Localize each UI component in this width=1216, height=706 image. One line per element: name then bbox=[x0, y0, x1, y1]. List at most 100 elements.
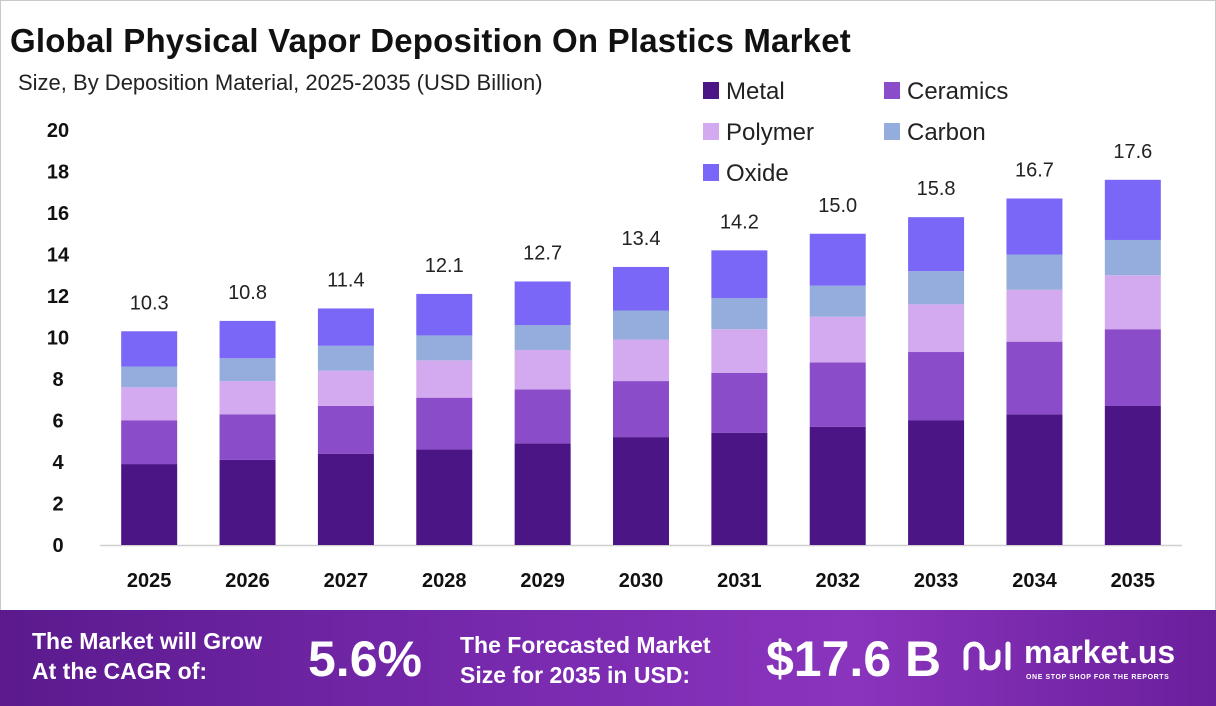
bar-segment-oxide bbox=[1006, 198, 1063, 255]
bar-segment-polymer bbox=[711, 329, 768, 373]
bar-total-label: 16.7 bbox=[1015, 159, 1054, 181]
stacked-bar-chart: 0 2 4 6 8 10 12 14 16 18 20 10.3 2025 10.8 2026 11.4 202… bbox=[47, 78, 1182, 592]
bar-total-label: 12.1 bbox=[425, 255, 464, 277]
bar-segment-oxide bbox=[317, 308, 374, 346]
bar-segment-ceramics bbox=[1006, 341, 1063, 415]
cagr-label-line-2: At the CAGR of: bbox=[32, 658, 208, 684]
x-tick-label: 2030 bbox=[619, 570, 664, 592]
cagr-label: The Market will Grow At the CAGR of: bbox=[32, 626, 262, 686]
cagr-label-line-1: The Market will Grow bbox=[32, 628, 263, 654]
bar-segment-polymer bbox=[514, 349, 571, 390]
legend-label-oxide: Oxide bbox=[726, 160, 789, 187]
legend-label-ceramics: Ceramics bbox=[907, 78, 1008, 105]
x-tick-label: 2029 bbox=[520, 570, 565, 592]
bar-segment-polymer bbox=[908, 304, 965, 353]
legend-swatch-polymer bbox=[703, 123, 719, 140]
bar-total-label: 15.0 bbox=[818, 195, 857, 217]
y-tick-label: 14 bbox=[47, 245, 70, 267]
bar-segment-carbon bbox=[219, 358, 276, 382]
x-tick-label: 2027 bbox=[324, 570, 369, 592]
bar-segment-polymer bbox=[219, 381, 276, 415]
summary-footer: The Market will Grow At the CAGR of: 5.6… bbox=[0, 610, 1216, 706]
bar-segment-oxide bbox=[416, 293, 473, 336]
bar-segment-polymer bbox=[613, 339, 669, 382]
bar-total-label: 13.4 bbox=[622, 228, 661, 250]
bar-segment-metal bbox=[121, 464, 178, 545]
bar-segment-oxide bbox=[1104, 179, 1161, 240]
bar-segment-oxide bbox=[121, 331, 178, 367]
legend-label-polymer: Polymer bbox=[726, 119, 814, 146]
x-tick-label: 2025 bbox=[127, 570, 172, 592]
bar-segment-metal bbox=[1006, 414, 1063, 545]
y-tick-label: 10 bbox=[47, 328, 69, 350]
bar-total-label: 10.3 bbox=[130, 292, 169, 314]
bar-total-label: 17.6 bbox=[1113, 141, 1152, 163]
bar-segment-metal bbox=[908, 420, 965, 545]
bar-total-label: 14.2 bbox=[720, 211, 759, 233]
y-tick-label: 8 bbox=[52, 369, 63, 391]
market-size-label-line-2: Size for 2035 in USD: bbox=[460, 662, 691, 688]
bar-segment-carbon bbox=[416, 335, 473, 361]
y-tick-label: 18 bbox=[47, 162, 69, 184]
bar-segment-metal bbox=[416, 449, 473, 545]
bar-total-label: 12.7 bbox=[523, 242, 562, 264]
bar-segment-oxide bbox=[514, 281, 571, 326]
y-tick-label: 16 bbox=[47, 203, 69, 225]
bar-segment-ceramics bbox=[416, 397, 473, 450]
bar-segment-ceramics bbox=[711, 372, 768, 433]
brand-logo-icon bbox=[963, 641, 1011, 671]
x-tick-label: 2028 bbox=[422, 570, 467, 592]
brand-tagline: ONE STOP SHOP FOR THE REPORTS bbox=[1026, 674, 1170, 681]
y-tick-label: 4 bbox=[52, 452, 64, 474]
bar-segment-carbon bbox=[317, 345, 374, 371]
y-tick-label: 20 bbox=[47, 120, 69, 142]
x-tick-label: 2035 bbox=[1111, 570, 1156, 592]
bar-segment-metal bbox=[514, 443, 571, 545]
bar-segment-oxide bbox=[613, 266, 669, 311]
legend-swatch-metal bbox=[703, 82, 719, 99]
bar-segment-carbon bbox=[613, 310, 669, 340]
y-tick-label: 0 bbox=[52, 535, 63, 557]
legend-label-metal: Metal bbox=[726, 78, 785, 105]
market-size-label: The Forecasted Market Size for 2035 in U… bbox=[460, 630, 711, 690]
bar-segment-polymer bbox=[1006, 289, 1063, 342]
bar-segment-ceramics bbox=[809, 362, 866, 427]
market-size-label-line-1: The Forecasted Market bbox=[460, 632, 711, 658]
bar-segment-oxide bbox=[711, 250, 768, 299]
bar-segment-metal bbox=[1104, 405, 1161, 545]
y-tick-label: 2 bbox=[52, 494, 63, 516]
x-tick-label: 2034 bbox=[1012, 570, 1057, 592]
bar-segment-carbon bbox=[1104, 239, 1161, 276]
bar-total-label: 11.4 bbox=[327, 269, 364, 291]
bar-segment-metal bbox=[809, 426, 866, 545]
bar-segment-metal bbox=[317, 453, 374, 545]
bar-segment-oxide bbox=[908, 217, 965, 272]
bar-segment-polymer bbox=[317, 370, 374, 406]
x-tick-label: 2032 bbox=[815, 570, 860, 592]
bar-segment-ceramics bbox=[613, 381, 669, 438]
bar-total-label: 10.8 bbox=[228, 282, 267, 304]
bar-segment-carbon bbox=[121, 366, 178, 388]
bar-segment-carbon bbox=[711, 298, 768, 330]
bar-segment-metal bbox=[219, 459, 276, 545]
bar-segment-ceramics bbox=[908, 352, 965, 421]
bar-total-label: 15.8 bbox=[917, 178, 956, 200]
bar-segment-ceramics bbox=[317, 405, 374, 454]
chart-subtitle: Size, By Deposition Material, 2025-2035 … bbox=[18, 70, 543, 95]
chart-title: Global Physical Vapor Deposition On Plas… bbox=[10, 22, 851, 59]
bar-segment-polymer bbox=[1104, 275, 1161, 330]
bar-segment-carbon bbox=[1006, 254, 1063, 290]
y-tick-label: 12 bbox=[47, 286, 69, 308]
bar-segment-polymer bbox=[809, 316, 866, 363]
brand-logo[interactable]: market.us ONE STOP SHOP FOR THE REPORTS bbox=[962, 630, 1202, 690]
y-tick-label: 6 bbox=[52, 411, 63, 433]
bar-segment-ceramics bbox=[514, 389, 571, 444]
legend-swatch-carbon bbox=[884, 123, 900, 140]
legend-swatch-ceramics bbox=[884, 82, 900, 99]
x-tick-label: 2031 bbox=[717, 570, 762, 592]
bar-segment-ceramics bbox=[1104, 329, 1161, 406]
market-size-value: $17.6 B bbox=[766, 631, 942, 687]
bar-segment-ceramics bbox=[121, 420, 178, 465]
bar-segment-ceramics bbox=[219, 414, 276, 460]
bar-segment-carbon bbox=[809, 285, 866, 317]
